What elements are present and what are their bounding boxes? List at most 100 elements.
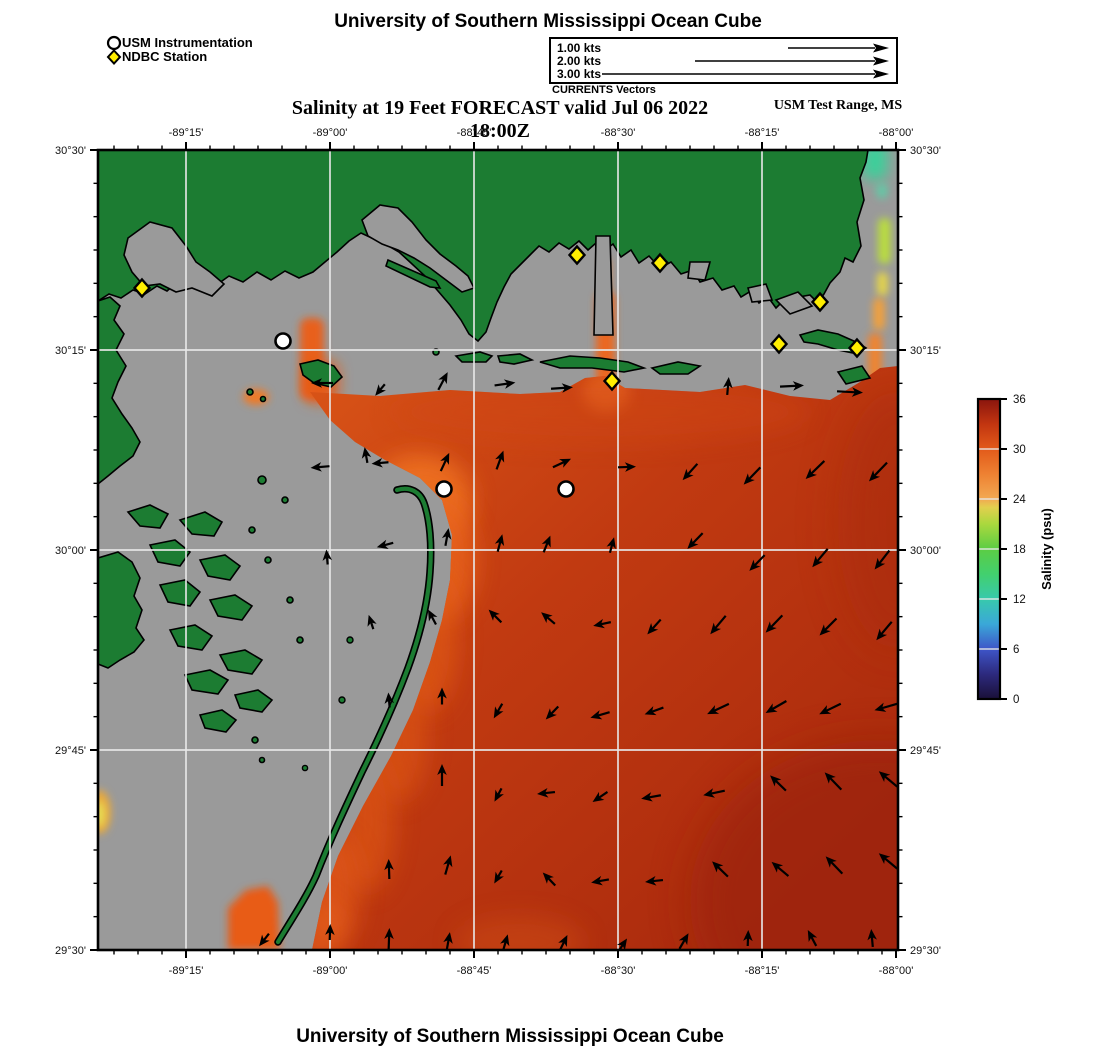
currents-scale-arrow: [695, 56, 889, 66]
currents-scale-arrow: [602, 69, 889, 79]
current-vector-arrow: [874, 702, 898, 712]
chandeleur-islands: [274, 485, 435, 946]
y-tick-label-right: 30°30': [910, 145, 941, 157]
current-vector-arrow: [443, 855, 453, 875]
y-tick-label-right: 29°30': [910, 945, 941, 957]
colorbar-tick-label: 30: [1013, 444, 1026, 456]
currents-row-2-label: 2.00 kts: [557, 54, 602, 68]
ndbc-station-marker: [602, 370, 622, 392]
current-vector-arrow: [437, 687, 447, 705]
current-vector-arrow: [779, 381, 804, 391]
usm-instrumentation-marker: [274, 332, 292, 350]
legend-label-usm: USM Instrumentation: [122, 35, 253, 50]
current-vector-arrow: [710, 615, 727, 635]
current-vector-arrow: [707, 702, 730, 715]
current-vector-arrow: [384, 859, 394, 880]
colorbar-tick-label: 24: [1013, 494, 1026, 506]
current-vector-arrow: [682, 463, 699, 481]
y-tick-label-left: 30°00': [55, 545, 86, 557]
colorbar-tick-label: 12: [1013, 594, 1026, 606]
current-vector-arrow: [678, 933, 689, 950]
current-vector-arrow: [868, 461, 888, 482]
legend-row-usm: USM Instrumentation: [106, 35, 253, 51]
ndbc-station-marker: [132, 277, 152, 299]
currents-scale-arrows: [602, 43, 889, 79]
x-tick-label-bottom: -89°15': [169, 965, 204, 977]
x-tick-label-bottom: -88°30': [601, 965, 636, 977]
x-tick-label-bottom: -88°15': [745, 965, 780, 977]
grand-bay: [774, 291, 814, 315]
ndbc-station-marker: [769, 333, 789, 355]
current-vector-arrow: [557, 935, 568, 950]
colorbar-tick-label: 6: [1013, 644, 1019, 656]
current-vector-arrow: [819, 617, 838, 636]
current-vector-arrow: [712, 861, 729, 878]
current-vector-arrow: [550, 383, 573, 393]
current-vector-arrow: [647, 618, 662, 635]
map-interior: [98, 150, 898, 950]
current-vector-arrow: [593, 618, 612, 629]
current-vector-arrow: [439, 452, 450, 472]
cat-island: [299, 359, 344, 388]
marker-legend: USM Instrumentation NDBC Station: [106, 35, 253, 65]
current-vector-arrow: [765, 614, 784, 633]
current-vector-arrow: [361, 447, 372, 464]
current-vector-arrow: [743, 930, 753, 947]
petit-bois-island: [650, 361, 703, 375]
colorbar-tick-label: 18: [1013, 544, 1026, 556]
current-vector-arrow: [743, 466, 762, 485]
usm-instrumentation-marker: [557, 480, 575, 498]
usm-instrumentation-marker: [435, 480, 453, 498]
legend-label-ndbc: NDBC Station: [122, 49, 208, 64]
current-vector-arrow: [494, 787, 504, 802]
bays: [123, 204, 814, 336]
current-vector-arrow: [495, 450, 505, 470]
region-label: USM Test Range, MS: [773, 98, 903, 113]
current-vector-arrow: [545, 705, 560, 720]
current-vector-arrow: [376, 539, 394, 549]
current-vector-arrow: [812, 548, 829, 568]
current-vector-arrow: [836, 387, 863, 397]
x-tick-label-top: -88°45': [457, 127, 492, 139]
usm-circle-icon: [106, 35, 122, 51]
current-vector-arrow: [749, 554, 766, 571]
y-tick-label-left: 30°30': [55, 145, 86, 157]
x-tick-label-bottom: -88°00': [879, 965, 914, 977]
current-vector-arrow: [876, 621, 893, 641]
current-vector-field: [259, 372, 898, 950]
current-vector-arrow: [867, 929, 877, 948]
current-vector-arrow: [311, 378, 333, 388]
x-tick-label-top: -88°00': [879, 127, 914, 139]
x-tick-label-top: -89°15': [169, 127, 204, 139]
current-vector-arrow: [644, 706, 664, 716]
plot-subtitle: Salinity at 19 Feet FORECAST valid Jul 0…: [291, 97, 709, 142]
current-vector-arrow: [874, 549, 891, 570]
y-tick-label-right: 30°00': [910, 545, 941, 557]
current-vector-arrow: [541, 535, 551, 553]
colorbar-title: Salinity (psu): [1039, 508, 1054, 590]
axis-ticks: [90, 142, 906, 958]
currents-legend-caption: CURRENTS Vectors: [552, 84, 656, 96]
current-vector-arrow: [443, 932, 453, 950]
colorbar-tick-labels: 0 6 12 18 24 30 36: [1013, 394, 1026, 706]
current-vector-arrow: [310, 462, 330, 472]
x-tick-label-top: -88°30': [601, 127, 636, 139]
ndbc-diamond-icon: [106, 49, 122, 65]
current-vector-arrow: [771, 861, 790, 877]
colorbar: 0 6 12 18 24 30 36 Salinity (psu): [976, 394, 1054, 706]
y-tick-label-left: 29°30': [55, 945, 86, 957]
currents-row-1-label: 1.00 kts: [557, 41, 602, 55]
y-tick-label-left: 30°15': [55, 345, 86, 357]
current-vector-arrow: [703, 788, 725, 798]
station-markers: [132, 244, 867, 498]
current-vector-arrow: [322, 549, 333, 565]
top-title: University of Southern Mississippi Ocean…: [334, 11, 762, 32]
current-vector-arrow: [591, 875, 610, 886]
x-tick-label-bottom: -88°45': [457, 965, 492, 977]
current-vector-arrow: [645, 876, 664, 886]
current-vector-arrow: [428, 609, 438, 626]
current-vector-arrow: [641, 792, 662, 802]
current-vector-arrow: [384, 928, 394, 950]
currents-row-3-label: 3.00 kts: [557, 67, 602, 81]
current-vector-arrow: [617, 462, 636, 472]
